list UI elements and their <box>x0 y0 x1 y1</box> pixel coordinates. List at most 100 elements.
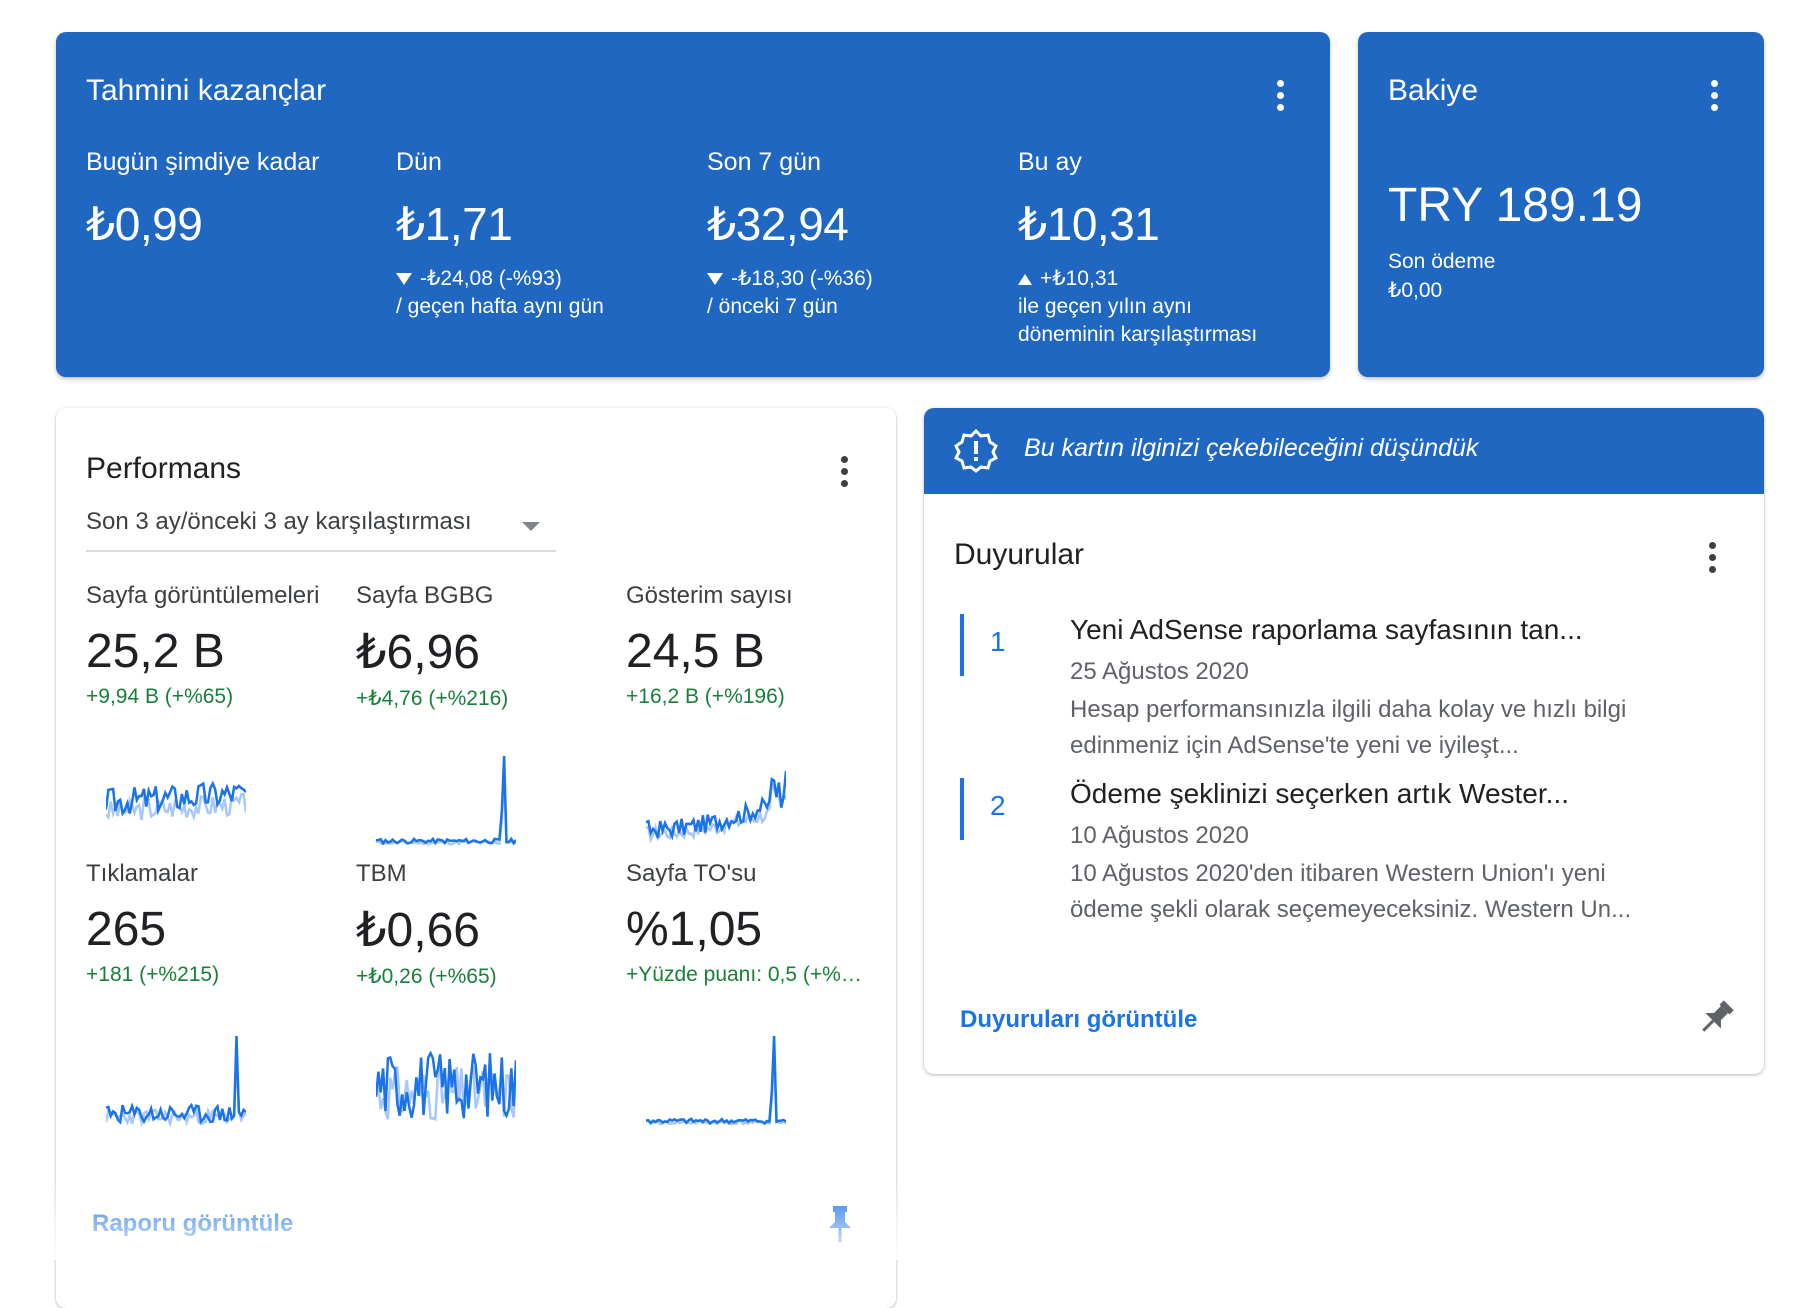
metric-value: 265 <box>86 903 167 956</box>
pin-icon[interactable] <box>1696 998 1736 1038</box>
announcement-title: Ödeme şeklinizi seçerken artık Wester... <box>1070 778 1569 809</box>
up-arrow-icon <box>1018 273 1032 285</box>
metric-delta: +Yüzde puanı: 0,5 (+%105) <box>626 963 866 986</box>
sparkline-cpc <box>376 1050 516 1122</box>
earnings-label: Dün <box>396 148 442 176</box>
pin-icon[interactable] <box>826 1204 854 1244</box>
metric-delta: +16,2 B (+%196) <box>626 685 785 708</box>
earnings-label: Son 7 gün <box>707 148 821 176</box>
view-announcements-link[interactable]: Duyuruları görüntüle <box>960 1006 1198 1033</box>
metric-label: TBM <box>356 860 407 887</box>
metric-label: Sayfa BGBG <box>356 582 494 609</box>
metric-label: Tıklamalar <box>86 860 199 887</box>
sparkline-current-series <box>106 1035 246 1125</box>
earnings-value: ₺1,71 <box>396 198 513 250</box>
metric-delta: +₺4,76 (+%216) <box>356 687 509 710</box>
earnings-last7: Son 7 gün ₺32,94 -₺18,30 (-%36) / önceki… <box>707 148 1007 321</box>
sparkline-previous-series <box>646 1054 786 1126</box>
sparkline-current-series <box>646 1035 786 1126</box>
earnings-delta: -₺24,08 (-%93) / geçen hafta aynı gün <box>396 265 696 321</box>
sparkline-page-views <box>106 780 246 822</box>
performance-card: Performans Son 3 ay/önceki 3 ay karşılaş… <box>56 408 896 1308</box>
metric-impressions[interactable]: Gösterim sayısı 24,5 B +16,2 B (+%196) <box>626 582 876 709</box>
earnings-value: ₺0,99 <box>86 198 203 250</box>
view-report-link[interactable]: Raporu görüntüle <box>92 1210 294 1237</box>
metric-page-ctr[interactable]: Sayfa TO'su %1,05 +Yüzde puanı: 0,5 (+%1… <box>626 860 866 987</box>
earnings-more-icon[interactable] <box>1269 78 1291 114</box>
balance-card: Bakiye TRY 189.19 Son ödeme ₺0,00 <box>1358 32 1764 377</box>
sparkline-previous-series <box>376 774 516 846</box>
earnings-value: ₺32,94 <box>707 198 849 250</box>
sparkline-current-series <box>646 770 786 841</box>
metric-page-rpm[interactable]: Sayfa BGBG ₺6,96 +₺4,76 (+%216) <box>356 582 606 711</box>
metric-cpc[interactable]: TBM ₺0,66 +₺0,26 (+%65) <box>356 860 606 989</box>
comparison-dropdown[interactable]: Son 3 ay/önceki 3 ay karşılaştırması <box>86 508 556 552</box>
announcement-body: 10 Ağustos 2020'den itibaren Western Uni… <box>1070 856 1631 928</box>
earnings-label: Bu ay <box>1018 148 1082 176</box>
earnings-caption: / önceki 7 gün <box>707 295 838 318</box>
metric-delta: +₺0,26 (+%65) <box>356 965 497 988</box>
earnings-delta-value: -₺24,08 (-%93) <box>420 267 562 290</box>
sparkline-page-rpm <box>376 755 516 846</box>
earnings-this-month: Bu ay ₺10,31 +₺10,31 ile geçen yılın ayn… <box>1018 148 1318 349</box>
earnings-delta-value: -₺18,30 (-%36) <box>731 267 873 290</box>
earnings-caption: döneminin karşılaştırması <box>1018 323 1258 346</box>
earnings-delta: +₺10,31 ile geçen yılın aynı döneminin k… <box>1018 265 1318 349</box>
sparkline-previous-series <box>646 783 786 844</box>
last-payment-label: Son ödeme <box>1388 250 1496 273</box>
metric-label: Sayfa görüntülemeleri <box>86 582 320 609</box>
sparkline-current-series <box>376 1050 516 1119</box>
announcement-accent-bar <box>960 614 964 676</box>
announcement-title: Yeni AdSense raporlama sayfasının tan... <box>1070 614 1583 645</box>
earnings-title: Tahmini kazançlar <box>86 74 327 107</box>
comparison-dropdown-value: Son 3 ay/önceki 3 ay karşılaştırması <box>86 508 472 535</box>
balance-title: Bakiye <box>1388 74 1479 107</box>
announcement-date: 10 Ağustos 2020 <box>1070 822 1249 849</box>
suggestion-banner-text: Bu kartın ilginizi çekebileceğini düşünd… <box>1024 434 1479 462</box>
metric-delta: +9,94 B (+%65) <box>86 685 234 708</box>
announcements-more-icon[interactable] <box>1701 540 1723 576</box>
announcement-number: 2 <box>990 790 1006 821</box>
metric-clicks[interactable]: Tıklamalar 265 +181 (+%215) <box>86 860 336 987</box>
down-arrow-icon <box>396 273 412 286</box>
earnings-caption: ile geçen yılın aynı <box>1018 295 1192 318</box>
sparkline-current-series <box>106 780 246 817</box>
announcement-body: Hesap performansınızla ilgili daha kolay… <box>1070 692 1626 764</box>
sparkline-page-ctr <box>646 1035 786 1126</box>
earnings-value: ₺10,31 <box>1018 198 1160 250</box>
earnings-yesterday: Dün ₺1,71 -₺24,08 (-%93) / geçen hafta a… <box>396 148 696 321</box>
balance-value: TRY 189.19 <box>1388 179 1643 232</box>
earnings-today: Bugün şimdiye kadar ₺0,99 <box>86 148 386 251</box>
metric-value: %1,05 <box>626 903 763 956</box>
announcements-card: Bu kartın ilginizi çekebileceğini düşünd… <box>924 408 1764 1074</box>
announcement-body-line: 10 Ağustos 2020'den itibaren Western Uni… <box>1070 860 1606 887</box>
last-payment-value: ₺0,00 <box>1388 279 1443 302</box>
down-arrow-icon <box>707 273 723 286</box>
metric-value: 25,2 B <box>86 625 225 678</box>
announcement-body-line: ödeme şekli olarak seçemeyeceksiniz. Wes… <box>1070 896 1632 923</box>
announcement-number: 1 <box>990 626 1006 657</box>
earnings-delta-value: +₺10,31 <box>1040 267 1119 290</box>
earnings-delta: -₺18,30 (-%36) / önceki 7 gün <box>707 265 1007 321</box>
sparkline-clicks <box>106 1035 246 1128</box>
announcement-body-line: edinmeniz için AdSense'te yeni ve iyileş… <box>1070 732 1519 759</box>
metric-value: ₺6,96 <box>356 626 480 679</box>
metric-label: Gösterim sayısı <box>626 582 793 609</box>
metric-value: ₺0,66 <box>356 904 480 957</box>
sparkline-current-series <box>376 755 516 846</box>
announcement-date: 25 Ağustos 2020 <box>1070 658 1249 685</box>
alert-badge-icon <box>954 429 998 473</box>
metric-value: 24,5 B <box>626 625 765 678</box>
earnings-label: Bugün şimdiye kadar <box>86 148 320 176</box>
announcements-title: Duyurular <box>954 538 1085 571</box>
earnings-caption: / geçen hafta aynı gün <box>396 295 604 318</box>
performance-more-icon[interactable] <box>833 454 855 490</box>
announcement-accent-bar <box>960 778 964 840</box>
chevron-down-icon <box>522 522 540 531</box>
metric-page-views[interactable]: Sayfa görüntülemeleri 25,2 B +9,94 B (+%… <box>86 582 326 709</box>
metric-delta: +181 (+%215) <box>86 963 220 986</box>
sparkline-impressions <box>646 770 786 844</box>
earnings-card: Tahmini kazançlar Bugün şimdiye kadar ₺0… <box>56 32 1330 377</box>
balance-more-icon[interactable] <box>1703 78 1725 114</box>
announcement-body-line: Hesap performansınızla ilgili daha kolay… <box>1070 696 1627 723</box>
